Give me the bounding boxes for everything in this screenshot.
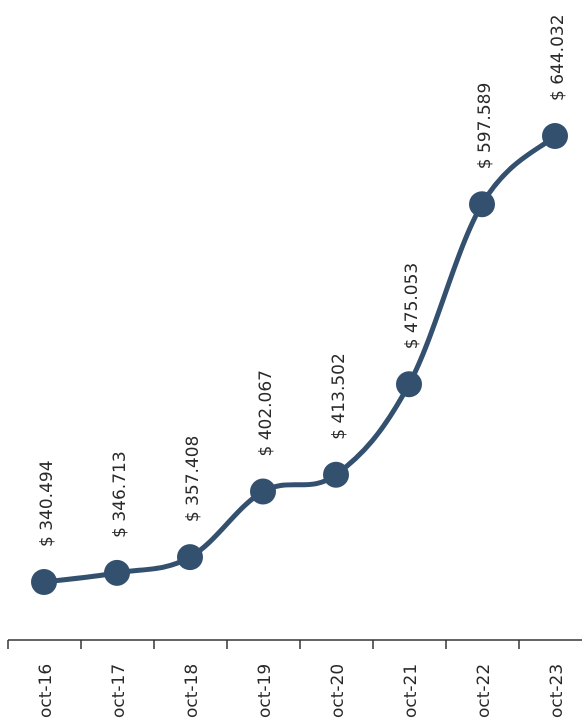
- category-label: oct-23: [547, 664, 567, 718]
- data-point: [396, 371, 422, 398]
- category-label: oct-20: [328, 664, 348, 718]
- data-label: $ 346.713: [110, 451, 130, 538]
- data-label: $ 357.408: [183, 436, 203, 523]
- data-point: [31, 569, 57, 595]
- data-label: $ 340.494: [37, 460, 57, 547]
- category-label: oct-18: [182, 664, 202, 718]
- category-label: oct-19: [255, 664, 275, 718]
- data-point: [323, 461, 349, 488]
- category-label: oct-17: [109, 664, 129, 718]
- data-label: $ 475.053: [402, 263, 422, 350]
- category-label: oct-22: [474, 664, 494, 718]
- data-label: $ 413.502: [329, 353, 349, 440]
- data-point: [469, 191, 495, 218]
- category-axis: oct-16 oct-17 oct-18 oct-19 oct-20 oct-21 oct-…: [7, 639, 582, 718]
- data-label: $ 597.589: [475, 83, 495, 170]
- data-label: $ 402.067: [256, 370, 276, 457]
- data-label: $ 644.032: [548, 14, 568, 101]
- data-point: [104, 559, 130, 586]
- data-point: [542, 123, 568, 149]
- data-point: [177, 544, 203, 571]
- data-point: [250, 478, 276, 505]
- category-label: oct-16: [36, 664, 56, 718]
- category-label: oct-21: [401, 664, 421, 718]
